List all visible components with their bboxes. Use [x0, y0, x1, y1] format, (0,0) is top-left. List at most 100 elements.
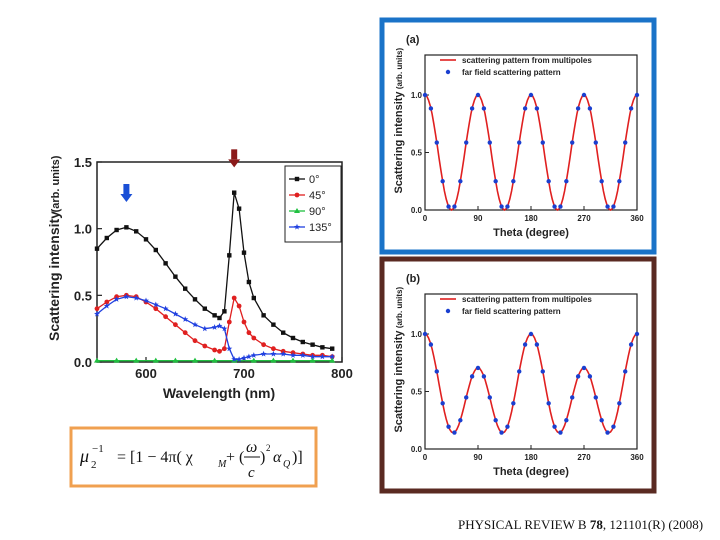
x-tick-label: 90 [474, 214, 483, 223]
far-field-point [446, 424, 451, 429]
legend-label: 45° [309, 190, 326, 202]
far-field-point [534, 342, 540, 347]
citation-volume: 78 [589, 517, 603, 532]
panel-ylabel-unit: (arb. units) [395, 48, 404, 90]
formula-alpha: α [273, 449, 282, 466]
data-point [290, 352, 296, 358]
far-field-point [422, 92, 428, 98]
panel-b-frame [379, 256, 657, 494]
far-field-point [434, 140, 439, 145]
x-tick-label: 0 [423, 214, 428, 223]
series-3 [94, 293, 336, 362]
y-tick-label: 1.0 [411, 91, 423, 100]
data-point [236, 206, 242, 211]
far-field-point [511, 401, 516, 406]
far-field-point [587, 106, 593, 111]
far-field-points [422, 331, 640, 435]
far-field-point [546, 179, 551, 184]
far-field-point [558, 430, 563, 435]
data-point [133, 357, 140, 363]
far-field-point [552, 424, 557, 429]
legend-marker [294, 223, 300, 230]
far-field-point [428, 342, 434, 347]
x-tick-label: 700 [233, 366, 255, 381]
legend-marker [294, 176, 300, 182]
data-point [124, 225, 129, 230]
y-tick-label: 0.5 [74, 288, 92, 303]
x-tick-label: 270 [577, 453, 591, 462]
far-field-point [469, 374, 475, 379]
data-point [183, 286, 188, 291]
data-point [152, 301, 159, 308]
far-field-point [522, 342, 528, 347]
data-point [231, 356, 238, 362]
formula-alpha-sub: Q [283, 459, 291, 470]
far-field-point [534, 106, 540, 111]
legend-marker [294, 208, 300, 213]
data-point [309, 353, 316, 360]
far-field-point [581, 365, 587, 371]
data-point [133, 294, 140, 301]
far-field-point [628, 342, 634, 347]
panel-b-chart: (b) 0 90 180 270 360 0.0 0.5 1.0 Theta (degree) Sc… [393, 273, 644, 478]
formula-chi-sub: M [217, 459, 227, 470]
far-field-point [581, 92, 587, 98]
data-point [104, 235, 109, 241]
far-field-point [434, 369, 439, 374]
far-field-point [605, 430, 610, 435]
data-point [290, 335, 296, 341]
panel-ylabel-unit: (arb. units) [395, 287, 404, 329]
legend-label: 135° [309, 222, 332, 234]
far-field-point [446, 204, 451, 209]
far-field-point [440, 179, 445, 184]
data-point [299, 352, 306, 358]
far-field-point [540, 369, 545, 374]
far-field-point [440, 401, 445, 406]
legend-label: far field scattering pattern [462, 68, 561, 77]
data-point [260, 350, 267, 357]
left-ylabel-unit: (arb. units) [50, 155, 62, 212]
far-field-point [499, 204, 504, 209]
data-point [94, 306, 100, 312]
far-field-point [475, 92, 481, 98]
data-point [236, 303, 242, 309]
far-field-point [575, 106, 581, 111]
panel-label: (b) [406, 273, 420, 285]
far-field-point [487, 140, 492, 145]
data-point [221, 325, 228, 332]
data-point [152, 357, 159, 363]
data-point [251, 335, 257, 341]
data-point [310, 342, 315, 347]
formula-frame [69, 426, 318, 488]
far-field-point [464, 140, 469, 145]
data-point [212, 313, 217, 318]
x-tick-label: 180 [524, 453, 538, 462]
legend-label: 0° [309, 174, 320, 186]
data-point [241, 250, 247, 255]
y-tick-label: 1.0 [74, 222, 92, 237]
wavelength-chart: Wavelength (nm) Scattering intensity (ar… [46, 149, 353, 401]
data-point [153, 306, 159, 312]
legend-marker [445, 308, 451, 314]
far-field-point [458, 418, 463, 423]
far-field-points [422, 92, 640, 209]
peak-arrow [228, 149, 241, 168]
formula-omega: ω [246, 439, 257, 456]
far-field-point [452, 204, 457, 209]
data-point [271, 322, 276, 327]
legend-marker [445, 69, 451, 75]
data-point [94, 246, 100, 251]
legend-label: scattering pattern from multipoles [462, 295, 592, 304]
data-point [211, 324, 218, 330]
data-point [226, 319, 232, 325]
legend-label: 90° [309, 206, 326, 218]
data-point [241, 319, 247, 325]
far-field-point [611, 424, 616, 429]
data-point [172, 357, 179, 363]
data-point [113, 357, 120, 363]
far-field-point [481, 374, 487, 379]
data-point [281, 330, 286, 335]
data-point [251, 295, 256, 301]
data-point [250, 357, 257, 363]
y-tick-label: 1.5 [74, 155, 92, 170]
